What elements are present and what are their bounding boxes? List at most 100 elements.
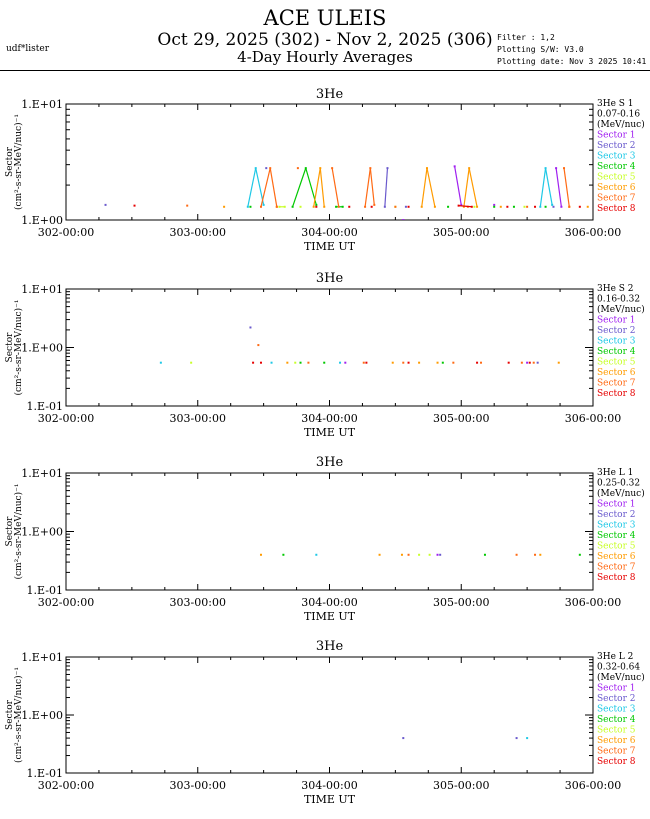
legend-entry: Sector 5: [597, 173, 636, 183]
filter-label: Filter : 1,2: [497, 33, 555, 42]
data-point: [254, 167, 257, 170]
y-tick-label: 1.E+01: [21, 467, 63, 480]
data-point: [402, 219, 405, 220]
data-point: [249, 205, 252, 208]
data-point: [259, 361, 262, 364]
data-point: [470, 205, 473, 208]
y-tick-label: 1.E+00: [21, 214, 63, 227]
legend-entry: Sector 7: [597, 379, 636, 389]
series-segment: [247, 168, 257, 207]
data-layer: [402, 737, 529, 740]
data-point: [265, 167, 268, 170]
data-point: [447, 205, 450, 208]
chart-subtitle: 4-Day Hourly Averages: [237, 48, 413, 66]
legend-entry: Sector 6: [597, 183, 636, 193]
data-point: [190, 361, 193, 364]
data-point: [507, 361, 510, 364]
legend-entry: Sector 4: [597, 347, 636, 357]
x-tick-label: 306-00:00: [565, 596, 621, 609]
data-point: [468, 167, 471, 170]
x-tick-label: 302-00:00: [38, 779, 94, 792]
data-point: [312, 205, 315, 208]
data-point: [104, 203, 107, 206]
series-segment: [313, 168, 321, 207]
y-axis-label: Sector: [5, 516, 15, 547]
data-point: [493, 203, 496, 206]
panel-title: 3He: [316, 87, 344, 102]
data-point: [294, 361, 297, 364]
date-range: Oct 29, 2025 (302) - Nov 2, 2025 (306): [157, 30, 493, 50]
series-segment: [292, 167, 307, 207]
legend-header: (MeV/nuc): [597, 304, 645, 315]
data-point: [499, 205, 502, 208]
series-segment: [369, 168, 375, 205]
data-point: [252, 361, 255, 364]
data-point: [364, 205, 367, 208]
data-point: [557, 361, 560, 364]
data-point: [400, 553, 403, 556]
legend-header: (MeV/nuc): [597, 672, 645, 683]
legend-entry: Sector 4: [597, 531, 636, 541]
data-point: [339, 361, 342, 364]
data-point: [262, 203, 265, 206]
data-point: [283, 205, 286, 208]
data-layer: [159, 326, 560, 364]
y-axis-unit-label: (cm²-s-sr-MeV/nuc)⁻¹: [13, 114, 24, 210]
data-point: [515, 737, 518, 740]
data-point: [394, 205, 397, 208]
legend-header: 3He L 2: [597, 652, 633, 662]
y-axis-unit-label: (cm²-s-sr-MeV/nuc)⁻¹: [13, 300, 24, 396]
y-tick-label: 1.E+00: [21, 526, 63, 539]
data-point: [476, 205, 479, 208]
data-point: [323, 205, 326, 208]
data-point: [532, 361, 535, 364]
plotting-date-label: Plotting date: Nov 3 2025 10:41: [497, 57, 647, 66]
legend-header: (MeV/nuc): [597, 488, 645, 499]
data-point: [370, 205, 373, 208]
legend-entry: Sector 2: [597, 141, 635, 151]
series-segment: [384, 168, 389, 207]
data-point: [223, 205, 226, 208]
data-point: [560, 205, 563, 208]
data-point: [402, 737, 405, 740]
panel-4: 3He 302-00:00 303-00:00 304-00:00 305-00:00 3…: [5, 639, 645, 806]
data-point: [159, 361, 162, 364]
data-point: [578, 205, 581, 208]
x-tick-label: 303-00:00: [170, 779, 226, 792]
legend-entry: Sector 5: [597, 542, 636, 552]
x-tick-label: 302-00:00: [38, 596, 94, 609]
data-point: [186, 204, 189, 207]
data-point: [476, 361, 479, 364]
data-point: [462, 205, 465, 208]
data-point: [304, 167, 307, 170]
y-tick-label: 1.E+00: [21, 342, 63, 355]
data-point: [249, 326, 252, 329]
data-point: [552, 205, 555, 208]
data-point: [378, 553, 381, 556]
x-tick-label: 304-00:00: [301, 596, 357, 609]
legend-header: 0.07-0.16: [597, 110, 640, 120]
data-point: [460, 203, 463, 206]
user-label: udf*lister: [6, 44, 50, 54]
y-axis-unit-label: (cm²-s-sr-MeV/nuc)⁻¹: [13, 667, 24, 763]
x-tick-label: 302-00:00: [38, 226, 94, 239]
legend-entry: Sector 2: [597, 694, 635, 704]
data-point: [270, 361, 273, 364]
y-tick-label: 1.E-01: [27, 400, 63, 413]
legend-entry: Sector 5: [597, 358, 636, 368]
x-tick-label: 304-00:00: [301, 412, 357, 425]
y-tick-label: 1.E+00: [21, 709, 63, 722]
legend-entry: Sector 5: [597, 726, 636, 736]
legend-entry: Sector 6: [597, 368, 636, 378]
panel-title: 3He: [316, 455, 344, 470]
data-layer: [104, 165, 589, 220]
data-point: [515, 553, 518, 556]
series-segment: [426, 168, 436, 207]
legend-entry: Sector 8: [597, 204, 636, 214]
x-tick-label: 305-00:00: [433, 779, 489, 792]
series-segment: [555, 168, 562, 207]
data-point: [520, 361, 523, 364]
panel-1: 3He 302-00:00 303-00:00 304-00:00 305-00:00 3…: [5, 87, 645, 253]
data-point: [457, 204, 460, 207]
data-point: [278, 205, 281, 208]
